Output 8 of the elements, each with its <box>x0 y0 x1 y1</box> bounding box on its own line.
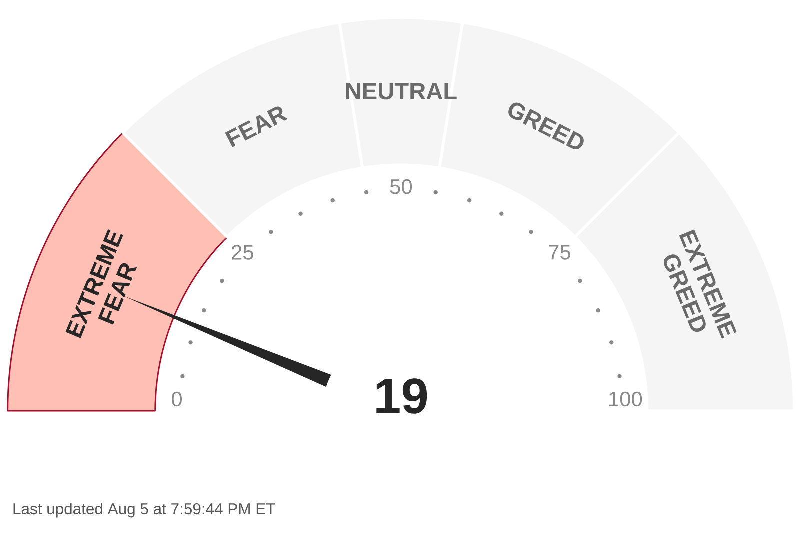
text: 0 <box>172 392 182 407</box>
text: 50 <box>390 179 412 194</box>
text: 75 <box>549 245 571 260</box>
text: 100 <box>610 392 642 407</box>
text: 19 <box>376 378 428 414</box>
slice-label: NEUTRAL <box>346 83 457 100</box>
text: 25 <box>232 245 254 260</box>
text: Last updated Aug 5 at 7:59:44 PM ET <box>14 503 276 518</box>
